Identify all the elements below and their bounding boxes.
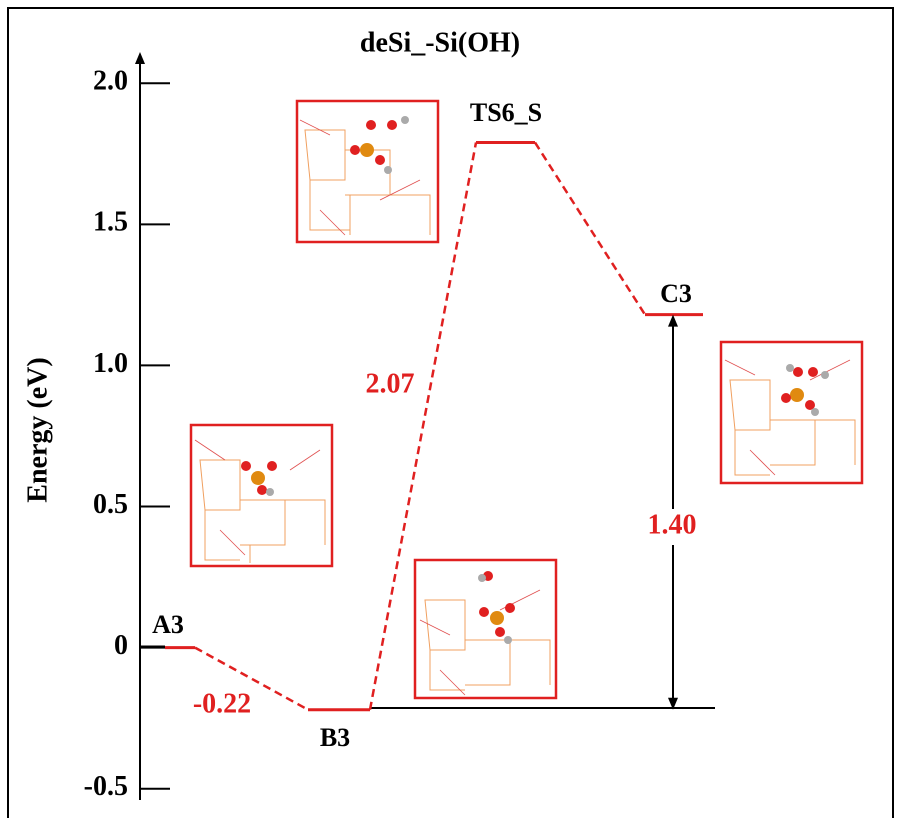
chart: deSi_-Si(OH) Energy (eV) -0.5 0 0.5 1.0 1.5 2…: [0, 0, 901, 818]
connector: [535, 142, 645, 314]
annotation: -0.22: [193, 688, 251, 719]
y-tick-label: 1.5: [93, 207, 128, 238]
chart-title: deSi_-Si(OH): [360, 27, 520, 58]
inset: [297, 101, 438, 242]
state-label: TS6_S: [470, 98, 542, 127]
y-tick-label: 2.0: [93, 66, 128, 97]
axis-arrow: [135, 52, 145, 64]
inset: [721, 342, 862, 483]
state-label: A3: [152, 610, 184, 639]
arrow-head: [668, 315, 678, 327]
y-tick-label: -0.5: [84, 771, 128, 802]
annotation: 1.40: [648, 509, 697, 540]
state-label: B3: [320, 723, 350, 752]
annotation: 2.07: [366, 368, 415, 399]
y-axis-label: Energy (eV): [22, 357, 53, 502]
inset: [415, 560, 556, 698]
inset: [191, 425, 332, 566]
y-tick-label: 0: [114, 630, 128, 661]
y-tick-label: 0.5: [93, 489, 128, 520]
state-label: C3: [660, 279, 692, 308]
y-tick-label: 1.0: [93, 348, 128, 379]
